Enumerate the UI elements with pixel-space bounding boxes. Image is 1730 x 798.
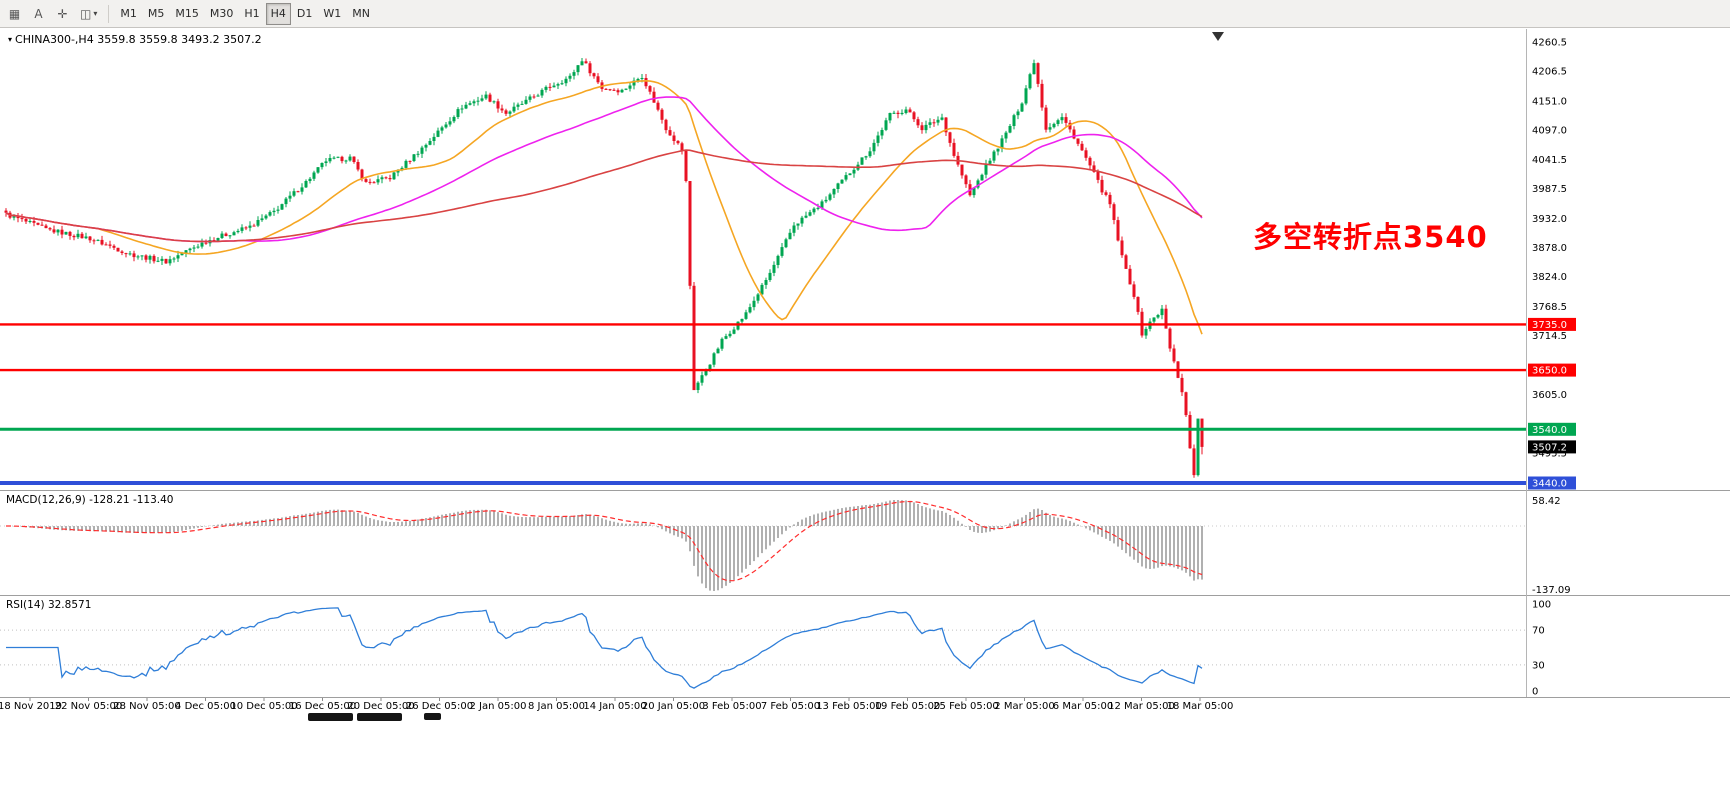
tf-button-d1[interactable]: D1 bbox=[292, 3, 317, 25]
toolbar-separator bbox=[108, 4, 110, 23]
macd-signal-line bbox=[6, 500, 1203, 582]
chart-text-annotation[interactable]: 多空转折点3540 bbox=[1253, 220, 1488, 254]
svg-text:3 Feb 05:00: 3 Feb 05:00 bbox=[702, 701, 761, 712]
svg-text:3540.0: 3540.0 bbox=[1532, 425, 1567, 436]
svg-text:3495.5: 3495.5 bbox=[1532, 449, 1567, 460]
tf-button-mn[interactable]: MN bbox=[347, 3, 375, 25]
symbol-ohlc-line: ▾ CHINA300-,H4 3559.8 3559.8 3493.2 3507.… bbox=[8, 33, 262, 46]
toolbar: ▦ A ✛ ◫ ▾ M1 M5 M15 M30 H1 H4 D1 W1 MN bbox=[0, 0, 1730, 28]
tf-button-h1[interactable]: H1 bbox=[239, 3, 264, 25]
svg-text:3507.2: 3507.2 bbox=[1532, 442, 1567, 453]
svg-text:3824.0: 3824.0 bbox=[1532, 272, 1567, 283]
svg-text:2 Mar 05:00: 2 Mar 05:00 bbox=[994, 701, 1054, 712]
taskbar-item[interactable] bbox=[424, 713, 441, 720]
svg-text:4041.5: 4041.5 bbox=[1532, 155, 1567, 166]
chart-shift-marker-icon bbox=[1212, 32, 1224, 41]
rsi-indicator-label: RSI(14) 32.8571 bbox=[6, 599, 92, 611]
ma-line-130 bbox=[5, 149, 1203, 243]
svg-text:4260.5: 4260.5 bbox=[1532, 38, 1567, 49]
tf-button-h4[interactable]: H4 bbox=[265, 2, 291, 25]
svg-text:4097.0: 4097.0 bbox=[1532, 125, 1567, 136]
taskbar-item[interactable] bbox=[357, 713, 402, 721]
taskbar-item[interactable] bbox=[308, 713, 353, 721]
svg-text:3714.5: 3714.5 bbox=[1532, 331, 1567, 342]
crosshair-button[interactable]: ✛ bbox=[51, 3, 74, 25]
svg-text:2 Jan 05:00: 2 Jan 05:00 bbox=[470, 701, 527, 712]
symbol-marker-icon: ▾ bbox=[8, 35, 13, 44]
svg-text:3932.0: 3932.0 bbox=[1532, 214, 1567, 225]
svg-text:3878.0: 3878.0 bbox=[1532, 243, 1567, 254]
text-tool-button[interactable]: A bbox=[27, 3, 50, 25]
tf-button-w1[interactable]: W1 bbox=[318, 3, 346, 25]
svg-text:58.42: 58.42 bbox=[1532, 496, 1561, 507]
svg-text:70: 70 bbox=[1532, 626, 1545, 637]
svg-text:25 Feb 05:00: 25 Feb 05:00 bbox=[933, 701, 999, 712]
ma-line-24 bbox=[5, 79, 1203, 335]
svg-text:30: 30 bbox=[1532, 660, 1545, 671]
rsi-line bbox=[6, 607, 1203, 689]
svg-text:10 Dec 05:00: 10 Dec 05:00 bbox=[230, 701, 297, 712]
svg-text:19 Feb 05:00: 19 Feb 05:00 bbox=[875, 701, 941, 712]
tf-button-m5[interactable]: M5 bbox=[143, 3, 170, 25]
bottom-bar bbox=[0, 712, 1730, 798]
svg-text:4206.5: 4206.5 bbox=[1532, 67, 1567, 78]
text-annotation-icon: A bbox=[34, 6, 43, 21]
svg-text:28 Nov 05:00: 28 Nov 05:00 bbox=[113, 701, 180, 712]
svg-text:4151.0: 4151.0 bbox=[1532, 96, 1567, 107]
svg-text:0: 0 bbox=[1532, 687, 1538, 698]
svg-text:100: 100 bbox=[1532, 600, 1551, 611]
svg-text:18 Mar 05:00: 18 Mar 05:00 bbox=[1167, 701, 1234, 712]
chart-window[interactable]: 4260.5 4206.5 4151.0 4097.0 4041.5 3987.5 3932… bbox=[0, 28, 1730, 712]
svg-text:3440.0: 3440.0 bbox=[1532, 479, 1567, 490]
svg-text:4 Dec 05:00: 4 Dec 05:00 bbox=[175, 701, 236, 712]
chart-canvas[interactable]: 4260.5 4206.5 4151.0 4097.0 4041.5 3987.5 3932… bbox=[0, 28, 1730, 712]
svg-text:14 Jan 05:00: 14 Jan 05:00 bbox=[583, 701, 646, 712]
crosshair-icon: ✛ bbox=[57, 6, 68, 21]
dropdown-caret-icon: ▾ bbox=[93, 9, 98, 18]
svg-text:18 Nov 2019: 18 Nov 2019 bbox=[0, 701, 62, 712]
tf-button-m1[interactable]: M1 bbox=[115, 3, 142, 25]
candlestick-series bbox=[4, 58, 1204, 478]
svg-text:8 Jan 05:00: 8 Jan 05:00 bbox=[528, 701, 585, 712]
svg-text:3605.0: 3605.0 bbox=[1532, 390, 1567, 401]
svg-text:7 Feb 05:00: 7 Feb 05:00 bbox=[761, 701, 820, 712]
charts-grid-icon: ▦ bbox=[8, 6, 21, 21]
svg-text:3987.5: 3987.5 bbox=[1532, 184, 1567, 195]
price-scale[interactable]: 4260.5 4206.5 4151.0 4097.0 4041.5 3987.5 3932… bbox=[1528, 38, 1576, 698]
svg-text:13 Feb 05:00: 13 Feb 05:00 bbox=[816, 701, 882, 712]
charts-grid-button[interactable]: ▦ bbox=[3, 3, 26, 25]
svg-text:22 Nov 05:00: 22 Nov 05:00 bbox=[55, 701, 122, 712]
svg-text:12 Mar 05:00: 12 Mar 05:00 bbox=[1108, 701, 1175, 712]
svg-text:20 Dec 05:00: 20 Dec 05:00 bbox=[347, 701, 414, 712]
tf-button-m15[interactable]: M15 bbox=[170, 3, 204, 25]
macd-indicator-label: MACD(12,26,9) -128.21 -113.40 bbox=[6, 494, 174, 506]
svg-text:6 Mar 05:00: 6 Mar 05:00 bbox=[1053, 701, 1113, 712]
svg-text:3735.0: 3735.0 bbox=[1532, 320, 1567, 331]
svg-text:3650.0: 3650.0 bbox=[1532, 366, 1567, 377]
svg-text:16 Dec 05:00: 16 Dec 05:00 bbox=[289, 701, 356, 712]
svg-text:26 Dec 05:00: 26 Dec 05:00 bbox=[406, 701, 473, 712]
tf-button-m30[interactable]: M30 bbox=[205, 3, 239, 25]
shapes-icon: ◫ bbox=[80, 6, 92, 21]
svg-text:-137.09: -137.09 bbox=[1532, 585, 1571, 596]
svg-text:3768.5: 3768.5 bbox=[1532, 302, 1567, 313]
svg-text:20 Jan 05:00: 20 Jan 05:00 bbox=[642, 701, 705, 712]
shapes-dropdown-button[interactable]: ◫ ▾ bbox=[75, 3, 102, 25]
